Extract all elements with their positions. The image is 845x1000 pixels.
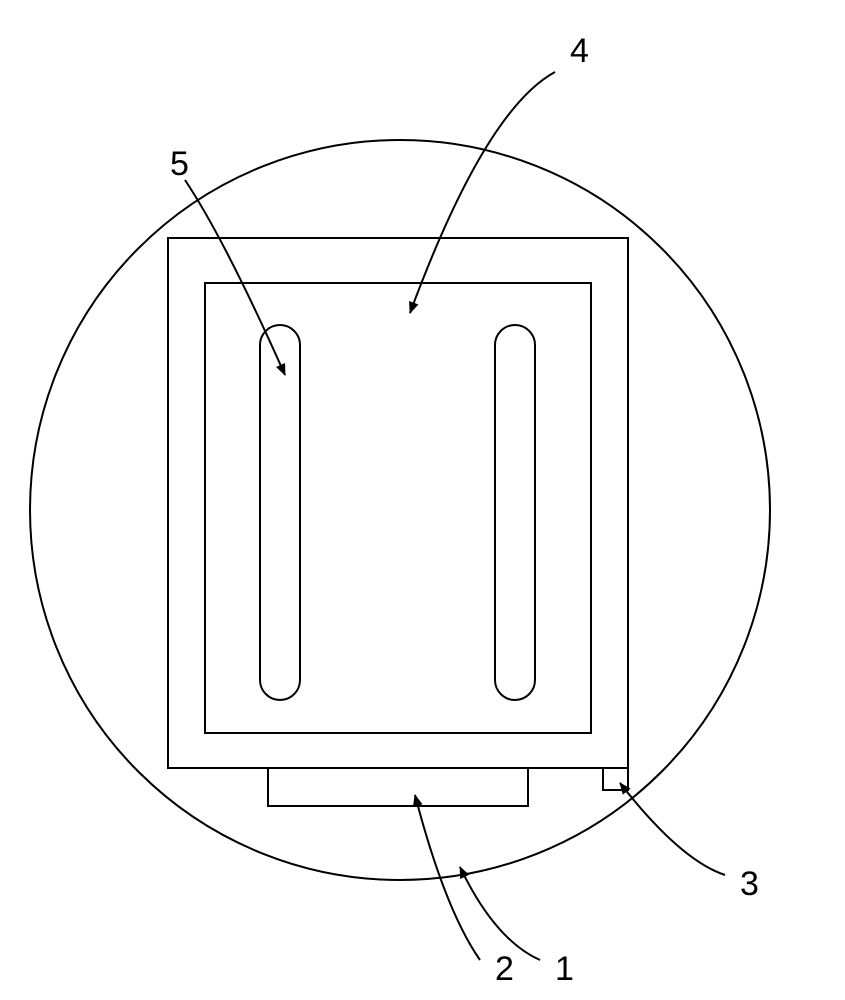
small-rect: [603, 768, 628, 790]
label-3: 3: [740, 865, 759, 903]
leader-4: [410, 72, 555, 313]
bottom-rect: [268, 768, 528, 806]
label-4: 4: [570, 32, 589, 70]
outer-rect: [168, 238, 628, 768]
label-2: 2: [495, 950, 514, 988]
inner-rect: [205, 283, 591, 733]
leader-3: [620, 783, 725, 875]
label-5: 5: [170, 145, 189, 183]
leader-5: [185, 180, 285, 375]
technical-diagram: 1 2 3 4 5: [0, 0, 845, 1000]
diagram-svg: 1 2 3 4 5: [0, 0, 845, 1000]
slot-right: [495, 325, 535, 700]
label-1: 1: [555, 950, 574, 988]
slot-left: [260, 325, 300, 700]
